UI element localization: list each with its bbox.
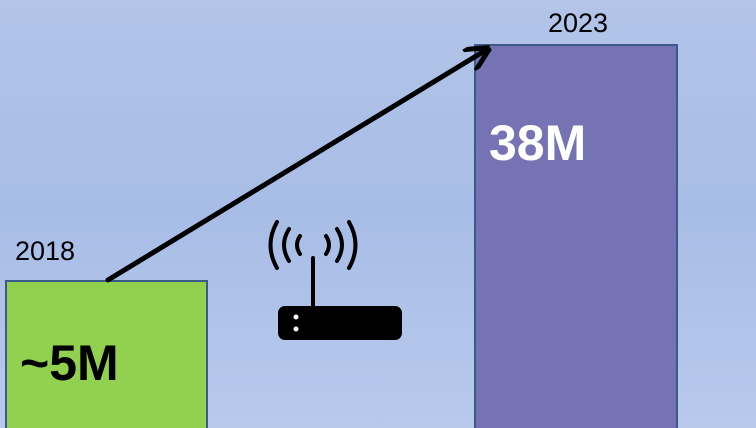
bar-2018 xyxy=(5,280,208,428)
value-label: 38M xyxy=(489,115,586,171)
year-label: 2018 xyxy=(15,236,75,266)
value-label: ~5M xyxy=(20,335,119,391)
bar-2023 xyxy=(474,44,678,428)
router-icon xyxy=(268,220,402,340)
year-label: 2023 xyxy=(548,8,608,38)
growth-arrow xyxy=(105,50,486,283)
